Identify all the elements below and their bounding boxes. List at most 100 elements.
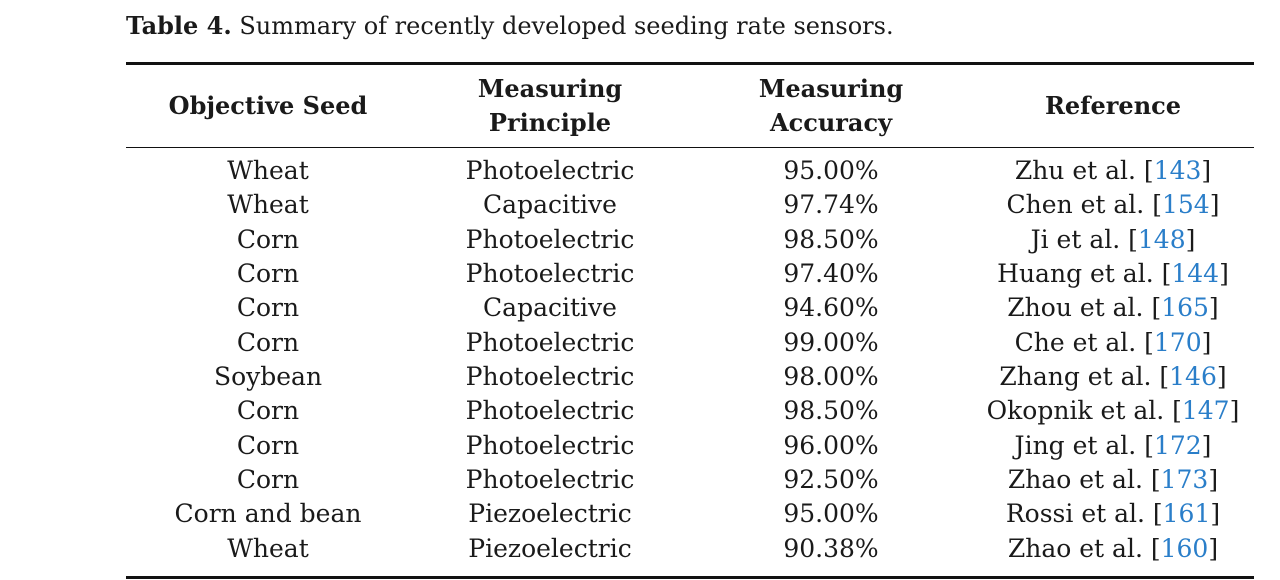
reference-link[interactable]: 144 bbox=[1171, 259, 1220, 289]
reference-author: Huang et al. [ bbox=[997, 259, 1172, 289]
cell-reference: Okopnik et al. [147] bbox=[972, 394, 1254, 428]
header-measuring-accuracy-line2: Accuracy bbox=[769, 108, 893, 137]
reference-author: Che et al. [ bbox=[1014, 327, 1154, 357]
table-caption-label: Table 4. bbox=[126, 11, 232, 40]
reference-author: Zhang et al. [ bbox=[999, 362, 1170, 392]
reference-close-bracket: ] bbox=[1209, 190, 1220, 220]
cell-measuring-principle: Photoelectric bbox=[465, 430, 635, 460]
cell-reference: Zhao et al. [160] bbox=[972, 532, 1254, 566]
header-measuring-principle-line2: Principle bbox=[488, 108, 612, 137]
cell-reference: Rossi et al. [161] bbox=[972, 497, 1254, 531]
table-row: Corn and bean Piezoelectric 95.00% Rossi… bbox=[126, 497, 1254, 531]
table-top-rule bbox=[126, 62, 1254, 65]
reference-close-bracket: ] bbox=[1201, 430, 1212, 460]
reference-link[interactable]: 143 bbox=[1153, 156, 1202, 186]
reference-author: Jing et al. [ bbox=[1014, 430, 1154, 460]
cell-measuring-accuracy: 98.00% bbox=[783, 362, 879, 392]
table-header-row: Objective Seed Measuring Principle Measu… bbox=[126, 65, 1254, 147]
table-caption-text: Summary of recently developed seeding ra… bbox=[231, 12, 894, 40]
cell-objective-seed: Wheat bbox=[227, 533, 309, 563]
cell-objective-seed: Wheat bbox=[227, 156, 309, 186]
table-row: Corn Photoelectric 96.00% Jing et al. [1… bbox=[126, 429, 1254, 463]
table-row: Corn Photoelectric 97.40% Huang et al. [… bbox=[126, 257, 1254, 291]
reference-close-bracket: ] bbox=[1219, 259, 1229, 289]
reference-link[interactable]: 160 bbox=[1160, 533, 1209, 563]
reference-close-bracket: ] bbox=[1208, 465, 1219, 495]
reference-close-bracket: ] bbox=[1185, 224, 1196, 254]
reference-link[interactable]: 148 bbox=[1137, 224, 1186, 254]
reference-link[interactable]: 173 bbox=[1160, 465, 1209, 495]
header-reference-line1: Reference bbox=[1044, 91, 1182, 120]
cell-reference: Zhang et al. [146] bbox=[972, 360, 1254, 394]
cell-reference: Ji et al. [148] bbox=[972, 223, 1254, 257]
cell-measuring-principle: Photoelectric bbox=[465, 396, 635, 426]
table-bottom-rule bbox=[126, 575, 1254, 579]
table-body: Wheat Photoelectric 95.00% Zhu et al. [1… bbox=[126, 148, 1254, 566]
cell-measuring-accuracy: 95.00% bbox=[783, 499, 879, 529]
header-measuring-accuracy: Measuring Accuracy bbox=[690, 72, 972, 140]
cell-objective-seed: Corn bbox=[236, 430, 300, 460]
table-row: Soybean Photoelectric 98.00% Zhang et al… bbox=[126, 360, 1254, 394]
cell-objective-seed: Corn bbox=[236, 465, 300, 495]
cell-measuring-accuracy: 97.74% bbox=[783, 190, 879, 220]
cell-measuring-accuracy: 98.50% bbox=[783, 396, 879, 426]
cell-measuring-principle: Capacitive bbox=[483, 190, 617, 220]
reference-author: Rossi et al. [ bbox=[1005, 499, 1163, 529]
cell-objective-seed: Corn bbox=[236, 327, 300, 357]
cell-measuring-principle: Photoelectric bbox=[465, 362, 635, 392]
cell-measuring-principle: Photoelectric bbox=[465, 156, 635, 186]
reference-author: Zhao et al. [ bbox=[1007, 465, 1161, 495]
table-row: Wheat Piezoelectric 90.38% Zhao et al. [… bbox=[126, 532, 1254, 566]
reference-link[interactable]: 147 bbox=[1181, 396, 1230, 426]
cell-objective-seed: Corn bbox=[236, 396, 300, 426]
table-caption: Table 4. Summary of recently developed s… bbox=[126, 10, 894, 42]
cell-measuring-accuracy: 98.50% bbox=[783, 224, 879, 254]
reference-author: Zhao et al. [ bbox=[1007, 533, 1161, 563]
reference-link[interactable]: 154 bbox=[1161, 190, 1210, 220]
cell-objective-seed: Corn bbox=[236, 224, 300, 254]
cell-reference: Chen et al. [154] bbox=[972, 188, 1254, 222]
reference-link[interactable]: 146 bbox=[1169, 362, 1217, 392]
cell-measuring-accuracy: 96.00% bbox=[783, 430, 879, 460]
table-row: Corn Photoelectric 98.50% Okopnik et al.… bbox=[126, 394, 1254, 428]
header-reference: Reference bbox=[972, 89, 1254, 123]
cell-measuring-accuracy: 92.50% bbox=[783, 465, 879, 495]
table-row: Corn Photoelectric 92.50% Zhao et al. [1… bbox=[126, 463, 1254, 497]
cell-objective-seed: Corn and bean bbox=[174, 499, 362, 529]
reference-close-bracket: ] bbox=[1201, 327, 1212, 357]
header-objective-seed-line1: Objective Seed bbox=[168, 91, 368, 120]
reference-close-bracket: ] bbox=[1208, 533, 1219, 563]
cell-reference: Zhao et al. [173] bbox=[972, 463, 1254, 497]
reference-close-bracket: ] bbox=[1208, 293, 1219, 323]
cell-measuring-accuracy: 99.00% bbox=[783, 327, 879, 357]
cell-reference: Zhu et al. [143] bbox=[972, 154, 1254, 188]
table-header-rule bbox=[126, 147, 1254, 148]
table-row: Wheat Photoelectric 95.00% Zhu et al. [1… bbox=[126, 154, 1254, 188]
reference-author: Zhu et al. [ bbox=[1014, 156, 1154, 186]
table-row: Wheat Capacitive 97.74% Chen et al. [154… bbox=[126, 188, 1254, 222]
header-objective-seed: Objective Seed bbox=[126, 89, 410, 123]
reference-link[interactable]: 161 bbox=[1162, 499, 1211, 529]
reference-close-bracket: ] bbox=[1201, 156, 1212, 186]
cell-measuring-principle: Photoelectric bbox=[465, 259, 635, 289]
seeding-sensor-table: Objective Seed Measuring Principle Measu… bbox=[126, 62, 1254, 579]
cell-objective-seed: Soybean bbox=[213, 362, 323, 392]
header-measuring-accuracy-line1: Measuring bbox=[758, 74, 904, 103]
reference-link[interactable]: 172 bbox=[1153, 430, 1202, 460]
table-row: Corn Photoelectric 99.00% Che et al. [17… bbox=[126, 326, 1254, 360]
reference-link[interactable]: 165 bbox=[1161, 293, 1209, 323]
reference-author: Zhou et al. [ bbox=[1007, 293, 1162, 323]
cell-measuring-accuracy: 94.60% bbox=[783, 293, 879, 323]
cell-reference: Jing et al. [172] bbox=[972, 429, 1254, 463]
reference-link[interactable]: 170 bbox=[1153, 327, 1202, 357]
reference-close-bracket: ] bbox=[1229, 396, 1240, 426]
reference-author: Okopnik et al. [ bbox=[986, 396, 1182, 426]
cell-objective-seed: Corn bbox=[236, 293, 300, 323]
cell-reference: Che et al. [170] bbox=[972, 326, 1254, 360]
reference-close-bracket: ] bbox=[1210, 499, 1221, 529]
cell-reference: Zhou et al. [165] bbox=[972, 291, 1254, 325]
table-row: Corn Photoelectric 98.50% Ji et al. [148… bbox=[126, 223, 1254, 257]
cell-reference: Huang et al. [144] bbox=[972, 257, 1254, 291]
cell-measuring-accuracy: 97.40% bbox=[783, 259, 879, 289]
cell-measuring-principle: Photoelectric bbox=[465, 465, 635, 495]
